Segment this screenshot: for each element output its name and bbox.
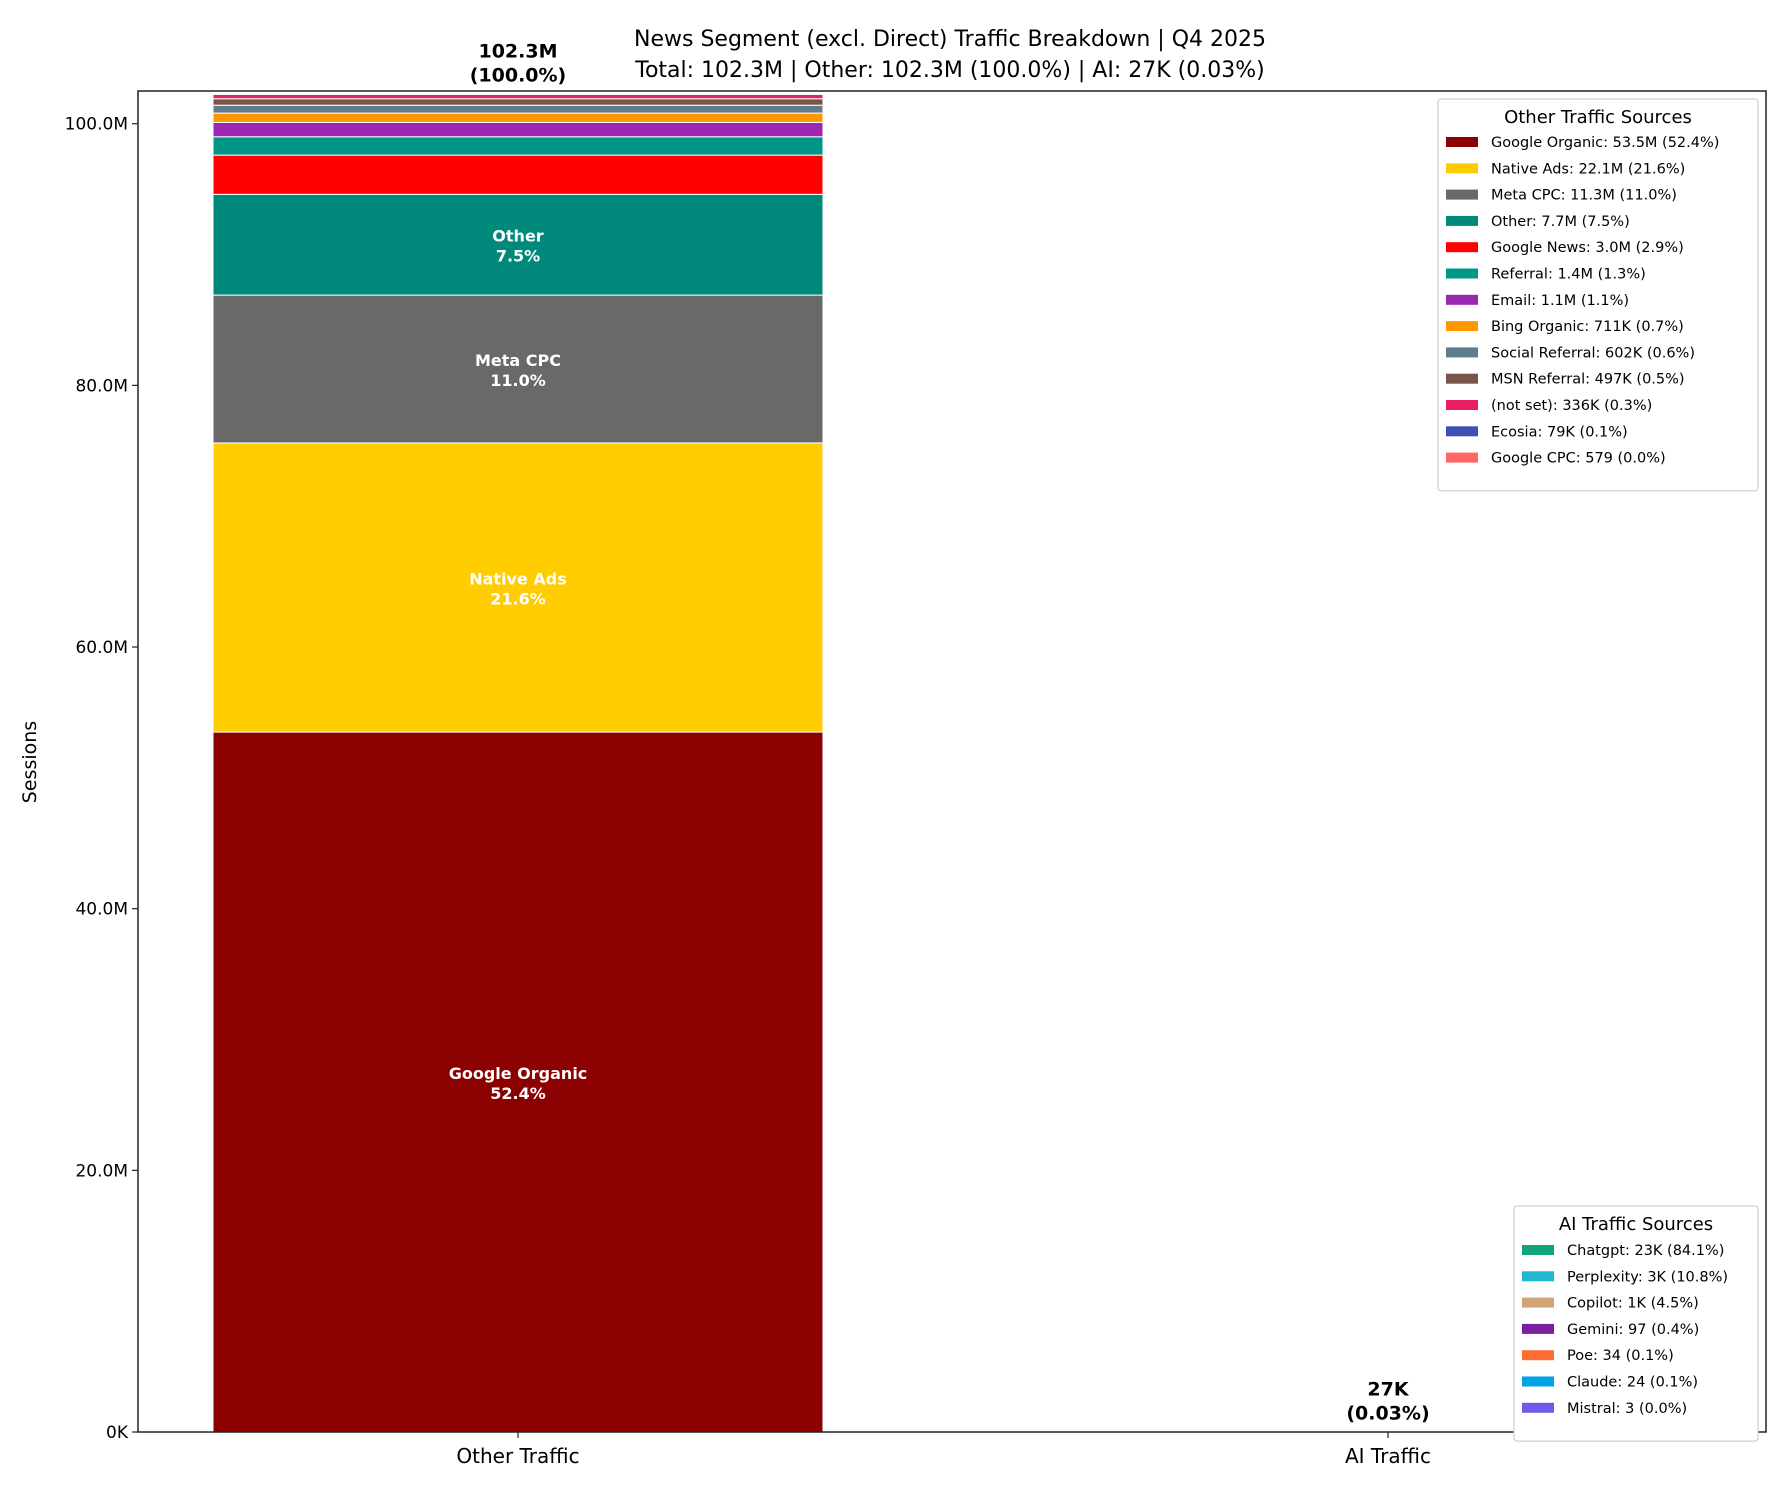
segment-label: Other <box>492 227 543 246</box>
legend-swatch <box>1446 137 1478 147</box>
total-pct-label: (0.03%) <box>1346 1403 1429 1425</box>
legend-entry: Google Organic: 53.5M (52.4%) <box>1491 135 1719 151</box>
legend-swatch <box>1446 269 1478 279</box>
chart-title: News Segment (excl. Direct) Traffic Brea… <box>634 27 1266 52</box>
legend-entry: Social Referral: 602K (0.6%) <box>1491 345 1695 361</box>
legend-swatch <box>1522 1245 1554 1255</box>
legend-entry: Google News: 3.0M (2.9%) <box>1491 240 1684 256</box>
legend-swatch <box>1446 242 1478 252</box>
legend-entry: Poe: 34 (0.1%) <box>1567 1348 1674 1364</box>
total-label: 27K <box>1367 1379 1409 1401</box>
legend-entry: Chatgpt: 23K (84.1%) <box>1567 1243 1724 1259</box>
legend-entry: MSN Referral: 497K (0.5%) <box>1491 372 1685 388</box>
x-tick-label: AI Traffic <box>1345 1444 1431 1468</box>
segment-pct-label: 52.4% <box>490 1084 546 1103</box>
legend-swatch <box>1522 1350 1554 1360</box>
y-axis-label: Sessions <box>19 721 41 803</box>
bar-segment-msn-referral <box>213 99 823 106</box>
legend-swatch <box>1446 321 1478 331</box>
legend-entry: Copilot: 1K (4.5%) <box>1567 1296 1699 1312</box>
legend-swatch <box>1446 453 1478 463</box>
legend-swatch <box>1446 374 1478 384</box>
bar-segment-email <box>213 122 823 136</box>
legend-swatch <box>1522 1377 1554 1387</box>
bar-segment-bing-organic <box>213 113 823 122</box>
legend-entry: Google CPC: 579 (0.0%) <box>1491 451 1666 467</box>
x-tick-label: Other Traffic <box>456 1444 579 1468</box>
legend-entry: Mistral: 3 (0.0%) <box>1567 1401 1687 1417</box>
legend-entry: Other: 7.7M (7.5%) <box>1491 214 1630 230</box>
y-tick-label: 100.0M <box>65 115 128 135</box>
legend-swatch <box>1446 426 1478 436</box>
legend-swatch <box>1446 216 1478 226</box>
legend-swatch <box>1522 1271 1554 1281</box>
bar-segment--not-set- <box>213 94 823 98</box>
legend-swatch <box>1446 347 1478 357</box>
legend-swatch <box>1446 163 1478 173</box>
y-tick-label: 80.0M <box>75 376 128 396</box>
chart-subtitle: Total: 102.3M | Other: 102.3M (100.0%) |… <box>634 58 1264 83</box>
segment-pct-label: 21.6% <box>490 589 546 608</box>
legend-entry: Bing Organic: 711K (0.7%) <box>1491 319 1684 335</box>
y-tick-label: 40.0M <box>75 900 128 920</box>
legend-entry: (not set): 336K (0.3%) <box>1491 398 1652 414</box>
bar-segment-google-news <box>213 155 823 194</box>
segment-label: Google Organic <box>449 1064 588 1083</box>
legend-entry: Claude: 24 (0.1%) <box>1567 1375 1698 1391</box>
legend-title: AI Traffic Sources <box>1559 1214 1713 1235</box>
bar-segment-social-referral <box>213 105 823 113</box>
segment-label: Native Ads <box>469 569 567 588</box>
legend-swatch <box>1446 295 1478 305</box>
y-tick-label: 20.0M <box>75 1161 128 1181</box>
segment-pct-label: 11.0% <box>490 371 546 390</box>
legend-swatch <box>1522 1403 1554 1413</box>
segment-pct-label: 7.5% <box>496 247 540 266</box>
total-pct-label: (100.0%) <box>470 65 567 87</box>
legend-entry: Ecosia: 79K (0.1%) <box>1491 424 1628 440</box>
legend-swatch <box>1446 190 1478 200</box>
segment-label: Meta CPC <box>475 351 561 370</box>
legend-entry: Email: 1.1M (1.1%) <box>1491 293 1629 309</box>
legend-entry: Meta CPC: 11.3M (11.0%) <box>1491 188 1677 204</box>
legend-ai-sources: AI Traffic Sources Chatgpt: 23K (84.1%) Pe… <box>1514 1206 1758 1441</box>
legend-entry: Perplexity: 3K (10.8%) <box>1567 1269 1728 1285</box>
legend-swatch <box>1522 1324 1554 1334</box>
y-tick-label: 60.0M <box>75 638 128 658</box>
total-label: 102.3M <box>478 41 557 63</box>
legend-entry: Gemini: 97 (0.4%) <box>1567 1322 1699 1338</box>
legend-swatch <box>1446 400 1478 410</box>
y-tick-label: 0K <box>106 1423 129 1443</box>
bar-segment-referral <box>213 137 823 155</box>
legend-entry: Native Ads: 22.1M (21.6%) <box>1491 161 1685 177</box>
legend-other-sources: Other Traffic Sources Google Organic: 53.… <box>1438 99 1758 491</box>
legend-title: Other Traffic Sources <box>1504 107 1692 128</box>
legend-swatch <box>1522 1298 1554 1308</box>
legend-entry: Referral: 1.4M (1.3%) <box>1491 267 1646 283</box>
